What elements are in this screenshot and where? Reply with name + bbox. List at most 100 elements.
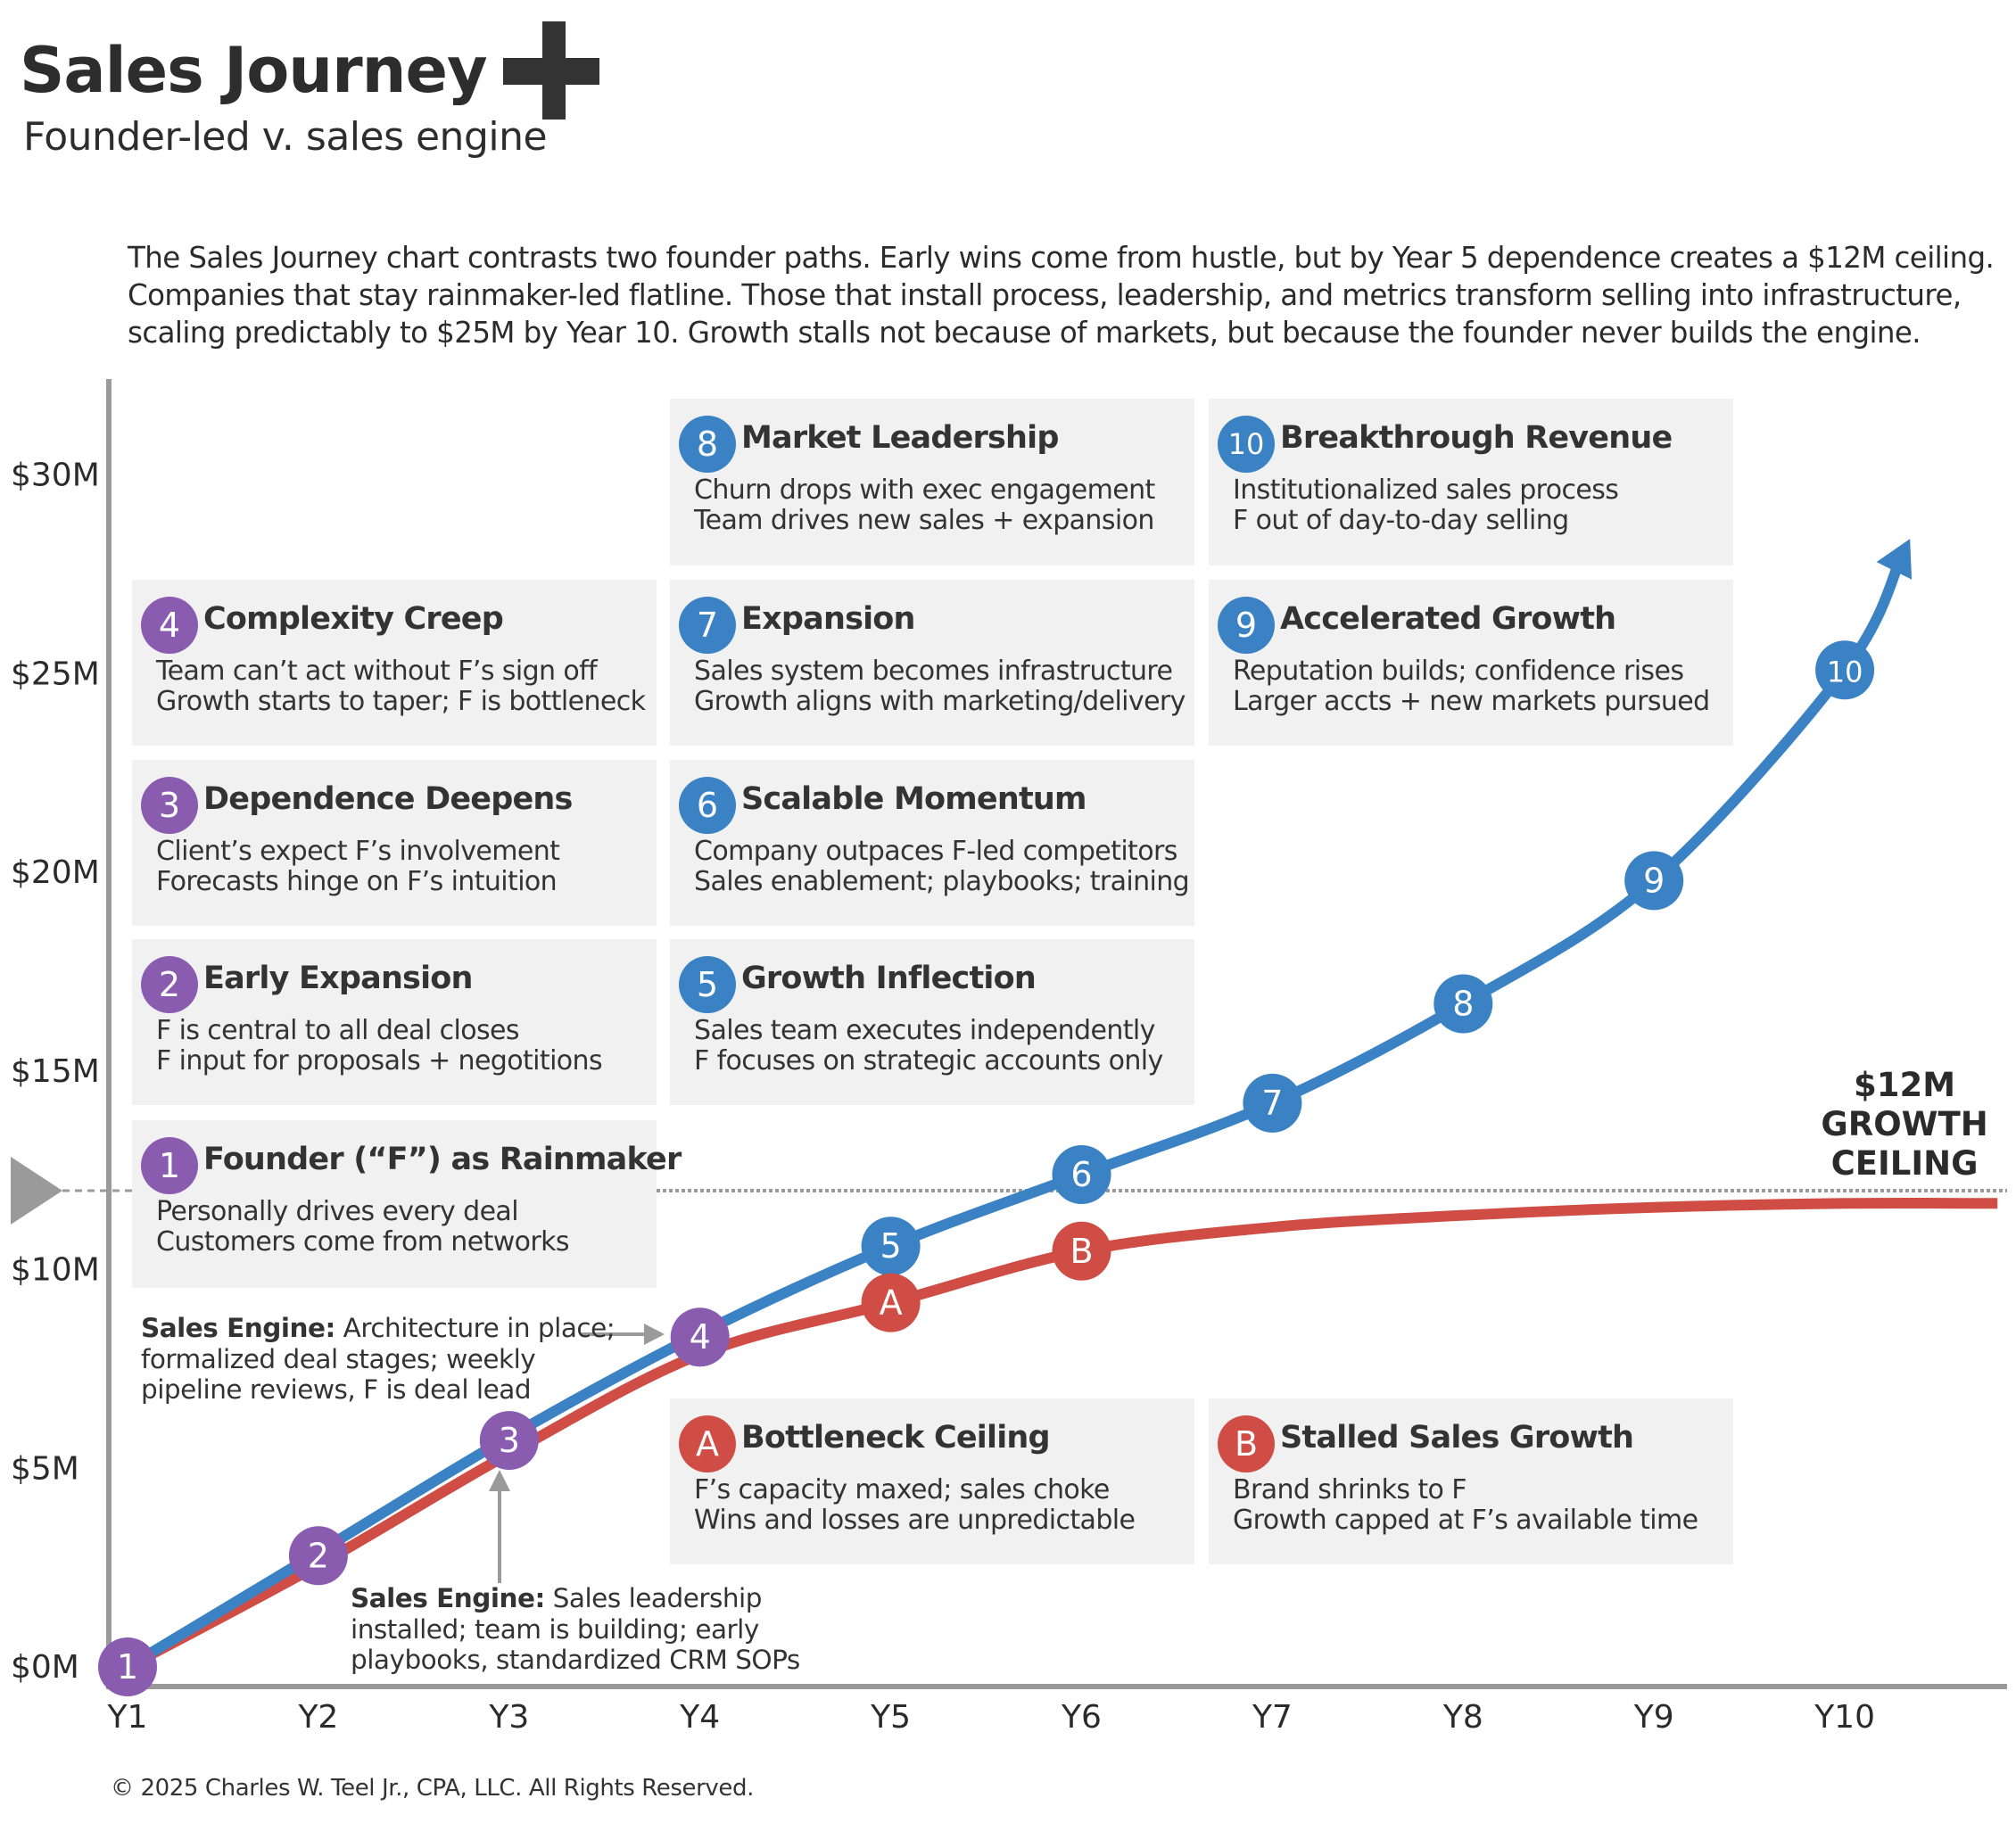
- x-tick-label: Y7: [1252, 1699, 1293, 1736]
- stage-title: Growth Inflection: [741, 961, 1037, 996]
- stage-markers: 1 2 3 4 5 6 7 8 9 10 A B: [98, 640, 1875, 1696]
- stage-marker-label: 10: [1827, 655, 1863, 689]
- stage-description: Larger accts + new markets pursued: [1233, 686, 1710, 717]
- intro-line: scaling predictably to $25M by Year 10. …: [128, 316, 1921, 350]
- intro-line: The Sales Journey chart contrasts two fo…: [128, 241, 1995, 275]
- x-tick-labels: Y1 Y2 Y3 Y4 Y5 Y6 Y7 Y8 Y9 Y10: [107, 1699, 1875, 1736]
- ceiling-label-line: GROWTH: [1821, 1105, 1988, 1143]
- sales-engine-line: [124, 552, 1907, 1672]
- note-year4-line: formalized deal stages; weekly: [141, 1343, 536, 1374]
- stage-description: Client’s expect F’s involvement: [156, 836, 560, 867]
- note-year3-line: installed; team is building; early: [351, 1613, 759, 1645]
- x-tick-label: Y5: [870, 1699, 911, 1736]
- note-year4: Sales Engine: Architecture in place; for…: [141, 1313, 616, 1406]
- stage-badge: 3: [141, 777, 198, 834]
- note-year3-line: Sales leadership: [544, 1583, 763, 1613]
- stage-marker-1: [98, 1637, 157, 1696]
- copyright-footer: © 2025 Charles W. Teel Jr., CPA, LLC. Al…: [111, 1775, 754, 1802]
- stage-title: Scalable Momentum: [741, 781, 1086, 817]
- stage-marker-9: [1624, 851, 1684, 911]
- stage-badge: 7: [679, 597, 736, 654]
- ceiling-triangle-icon: [11, 1157, 62, 1225]
- stage-marker-6: [1052, 1145, 1111, 1205]
- stage-title: Complexity Creep: [203, 601, 504, 637]
- y-tick-label: $15M: [11, 1053, 100, 1090]
- stage-badge: A: [679, 1415, 736, 1472]
- plus-icon-horizontal: [503, 58, 599, 85]
- stage-badge: 10: [1218, 416, 1275, 473]
- stage-box-2: 2 Early Expansion F is central to all deal…: [132, 939, 657, 1105]
- stage-box-9: 9 Accelerated Growth Reputation builds; co…: [1209, 580, 1733, 746]
- stage-box-6: 6 Scalable Momentum Company outpaces F-led…: [670, 760, 1194, 926]
- x-tick-label: Y6: [1061, 1699, 1102, 1736]
- x-tick-label: Y3: [488, 1699, 529, 1736]
- stage-description: Company outpaces F-led competitors: [694, 836, 1177, 867]
- y-tick-label: $0M: [11, 1649, 79, 1686]
- stage-marker-5: [861, 1217, 921, 1276]
- axes: [106, 379, 2007, 1689]
- stage-title: Accelerated Growth: [1280, 601, 1616, 637]
- stage-title: Early Expansion: [203, 961, 473, 996]
- stage-marker-label: 2: [308, 1536, 329, 1575]
- arrow-up-icon: [489, 1470, 510, 1491]
- stage-title: Dependence Deepens: [203, 781, 573, 817]
- x-tick-label: Y4: [679, 1699, 720, 1736]
- x-tick-label: Y9: [1633, 1699, 1674, 1736]
- x-tick-label: Y2: [297, 1699, 338, 1736]
- stage-description: Reputation builds; confidence rises: [1233, 656, 1684, 687]
- page-title: Sales Journey: [20, 34, 488, 107]
- arrow-right-icon: [644, 1324, 665, 1345]
- stage-description: Personally drives every deal: [156, 1196, 519, 1227]
- stage-badge: 2: [141, 956, 198, 1013]
- stage-description: Churn drops with exec engagement: [694, 474, 1155, 506]
- stage-box-a: A Bottleneck Ceiling F’s capacity maxed; s…: [670, 1398, 1194, 1564]
- y-tick-label: $5M: [11, 1450, 79, 1487]
- stage-description: Team drives new sales + expansion: [694, 505, 1154, 536]
- stage-description: Forecasts hinge on F’s intuition: [156, 866, 558, 897]
- stage-description: Brand shrinks to F: [1233, 1474, 1467, 1505]
- stage-marker-7: [1243, 1073, 1302, 1133]
- stage-marker-label: 7: [1261, 1084, 1283, 1123]
- stage-marker-label: 9: [1643, 861, 1665, 900]
- note-year3-bold: Sales Engine:: [351, 1583, 545, 1613]
- stage-marker-b: [1052, 1221, 1111, 1281]
- x-tick-label: Y1: [107, 1699, 148, 1736]
- y-tick-label: $30M: [11, 458, 100, 494]
- stage-marker-label: 8: [1452, 984, 1474, 1023]
- intro-line: Companies that stay rainmaker-led flatli…: [128, 278, 1962, 312]
- stage-description: Institutionalized sales process: [1233, 474, 1619, 506]
- stage-box-7: 7 Expansion Sales system becomes infrastru…: [670, 580, 1194, 746]
- stage-marker-label: 1: [117, 1647, 138, 1687]
- stage-box-8: 8 Market Leadership Churn drops with exec …: [670, 399, 1194, 565]
- stage-marker-label: B: [1070, 1232, 1093, 1271]
- stage-description: Sales enablement; playbooks; training: [694, 866, 1190, 897]
- series-lines: [124, 539, 1998, 1672]
- ceiling-label-line: $12M: [1853, 1066, 1956, 1104]
- stage-marker-10: [1815, 640, 1875, 700]
- stage-box-10: 10 Breakthrough Revenue Institutionalized …: [1209, 399, 1733, 565]
- x-tick-label: Y8: [1442, 1699, 1483, 1736]
- stage-badge: B: [1218, 1415, 1275, 1472]
- note-year4-line: pipeline reviews, F is deal lead: [141, 1374, 532, 1405]
- stage-marker-label: 6: [1070, 1155, 1092, 1194]
- stage-title: Breakthrough Revenue: [1280, 420, 1673, 456]
- growth-ceiling-line: [11, 1157, 2007, 1225]
- ceiling-label-line: CEILING: [1830, 1144, 1979, 1183]
- stage-title: Market Leadership: [741, 420, 1059, 456]
- note-year3: Sales Engine: Sales leadership installed…: [351, 1583, 800, 1676]
- stage-title: Bottleneck Ceiling: [741, 1420, 1051, 1456]
- stage-marker-label: A: [880, 1283, 903, 1323]
- note-year3-line: playbooks, standardized CRM SOPs: [351, 1645, 800, 1675]
- stage-badge: 8: [679, 416, 736, 473]
- stage-marker-a: [861, 1273, 921, 1332]
- stage-box-1: 1 Founder (“F”) as Rainmaker Personally dr…: [132, 1120, 682, 1288]
- stage-description: Growth capped at F’s available time: [1233, 1505, 1698, 1536]
- stage-description: F input for proposals + negotitions: [156, 1045, 603, 1076]
- stage-marker-label: 5: [880, 1226, 902, 1266]
- note-year4-line: Architecture in place;: [335, 1313, 616, 1343]
- stage-title: Stalled Sales Growth: [1280, 1420, 1634, 1456]
- stage-marker-label: 4: [690, 1317, 711, 1357]
- stage-box-4: 4 Complexity Creep Team can’t act without …: [132, 580, 657, 746]
- stage-badge: 4: [141, 597, 198, 654]
- page-subtitle: Founder-led v. sales engine: [23, 114, 548, 160]
